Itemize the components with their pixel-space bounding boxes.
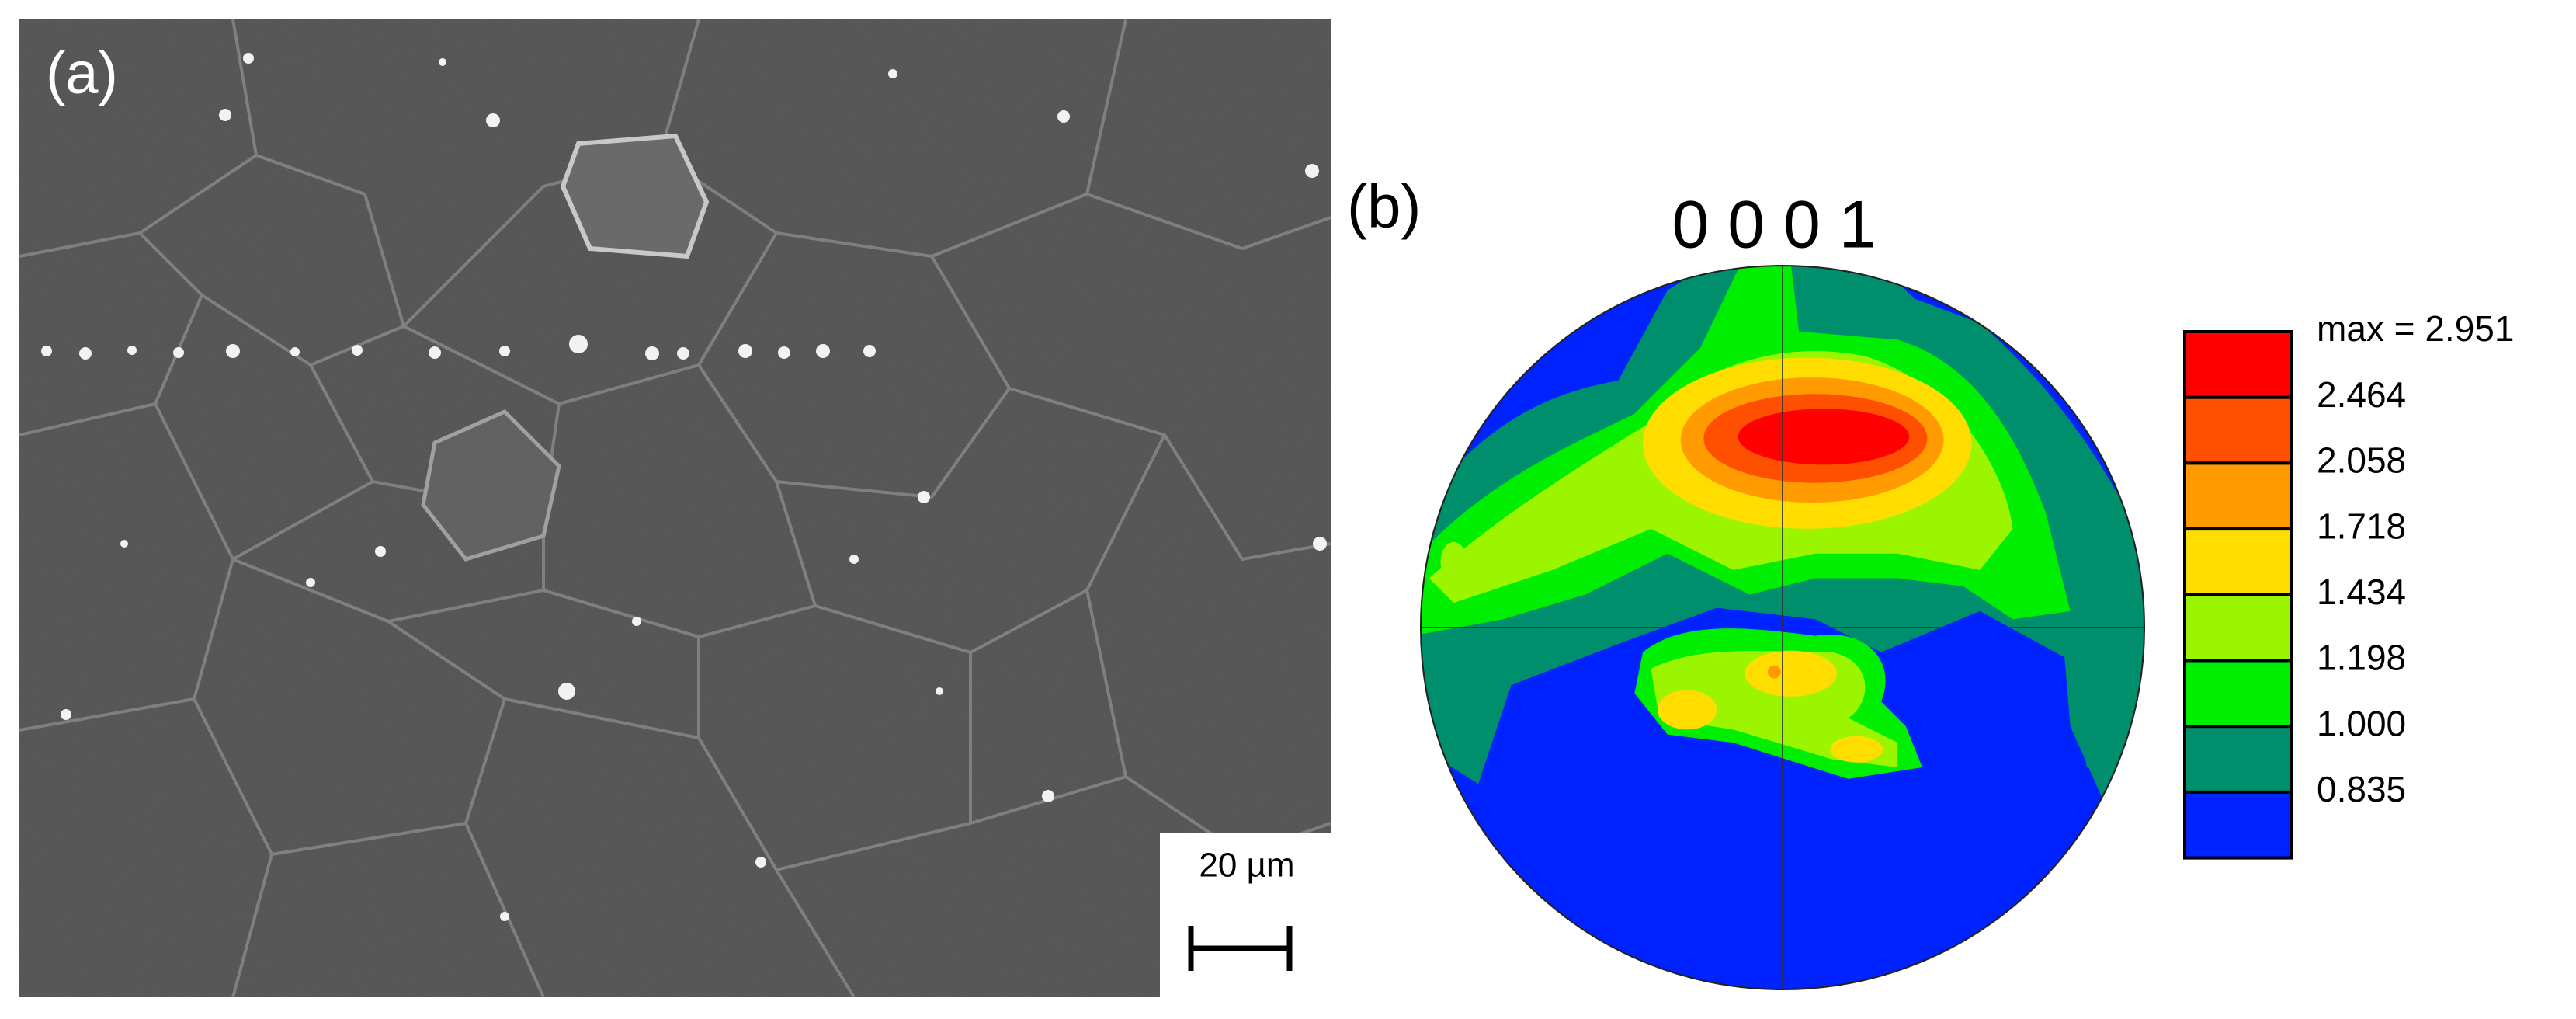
legend-swatch (2183, 330, 2293, 399)
legend-label: 1.434 (2317, 572, 2406, 612)
pole-figure (1419, 264, 2146, 991)
legend-label: 2.464 (2317, 374, 2406, 415)
legend-swatch (2183, 395, 2293, 465)
legend-label: max = 2.951 (2317, 308, 2514, 349)
legend-swatch (2183, 790, 2293, 860)
legend-label: 0.835 (2317, 769, 2406, 809)
pole-label: 0 0 0 1 (1672, 188, 1876, 263)
panel-label: (a) (46, 40, 118, 106)
panel-label: (b) (1347, 172, 1421, 241)
scale-bar (1188, 926, 1293, 971)
legend: max = 2.951 2.464 2.058 1.718 1.434 1.198 1.00… (2183, 308, 2514, 860)
legend-label: 2.058 (2317, 440, 2406, 481)
legend-label: 1.198 (2317, 638, 2406, 678)
legend-label: 1.718 (2317, 506, 2406, 546)
legend-swatch (2183, 527, 2293, 596)
scale-bar-label: 20 µm (1199, 847, 1294, 885)
legend-swatch (2183, 461, 2293, 531)
sem-image (19, 19, 1331, 997)
legend-swatch (2183, 659, 2293, 729)
legend-label: 1.000 (2317, 703, 2406, 743)
legend-swatch (2183, 725, 2293, 794)
legend-swatch (2183, 593, 2293, 663)
